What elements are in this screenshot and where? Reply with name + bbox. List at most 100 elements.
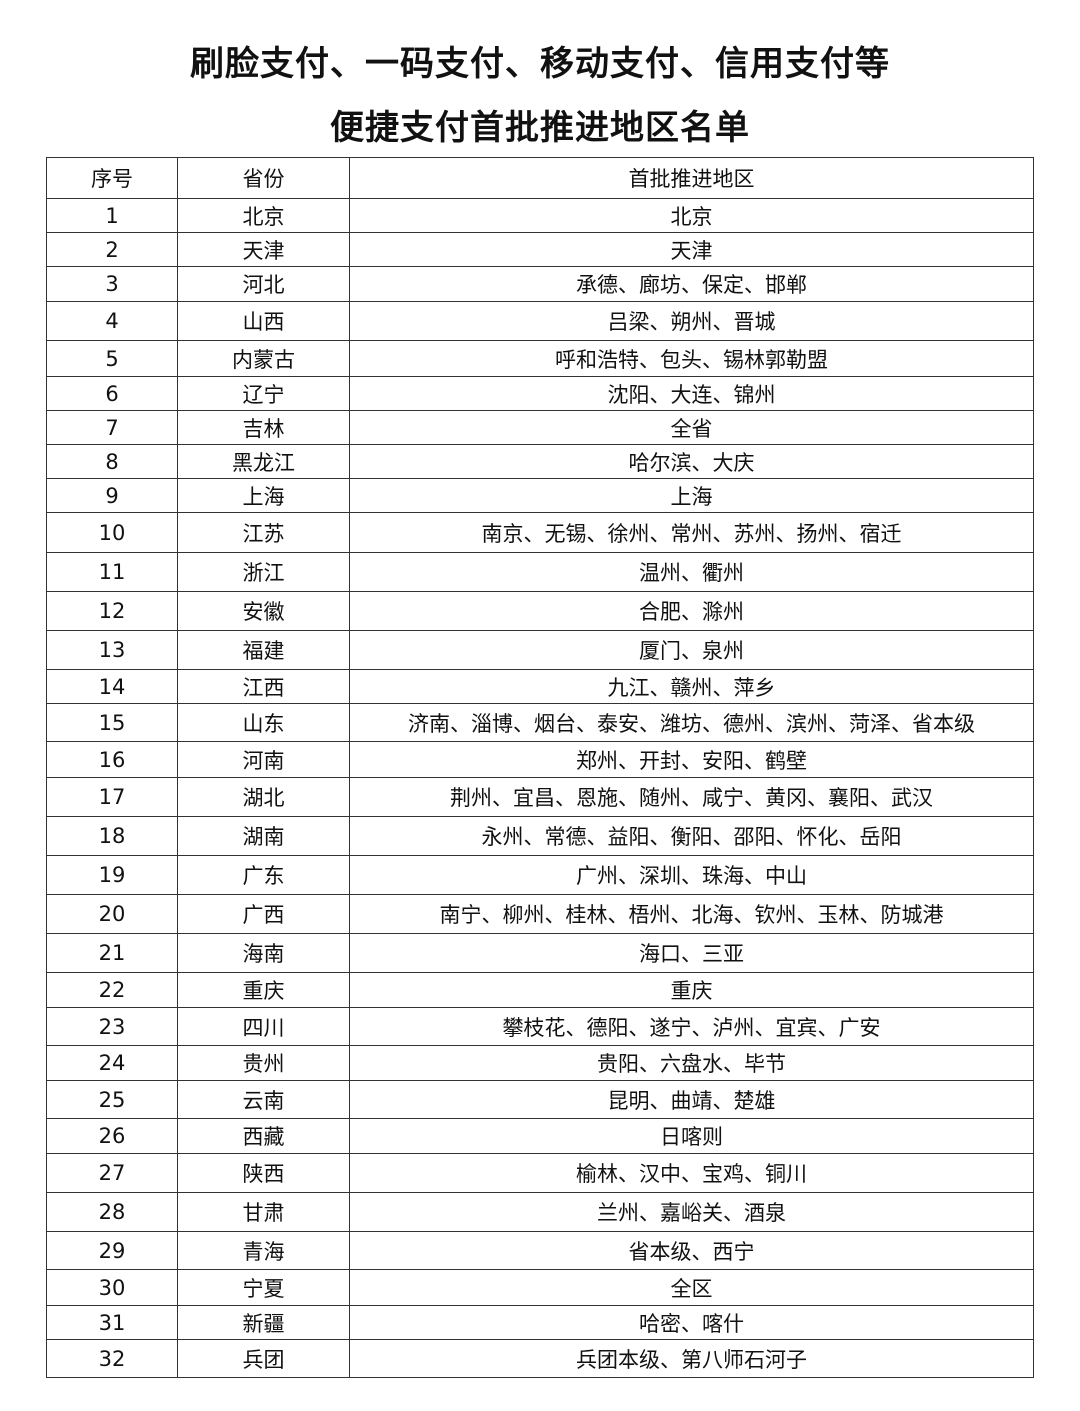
- row-province: 山东: [177, 703, 350, 742]
- row-province: 贵州: [177, 1045, 350, 1081]
- row-regions: 南京、无锡、徐州、常州、苏州、扬州、宿迁: [349, 512, 1034, 553]
- table-row: 31 新疆 哈密、喀什: [46, 1305, 1034, 1340]
- column-header-index: 序号: [46, 157, 178, 199]
- table-row: 4 山西 吕梁、朔州、晋城: [46, 301, 1034, 341]
- row-province: 河北: [177, 266, 350, 302]
- row-index: 13: [46, 630, 178, 670]
- row-province: 内蒙古: [177, 340, 350, 377]
- row-regions: 呼和浩特、包头、锡林郭勒盟: [349, 340, 1034, 377]
- row-index: 3: [46, 266, 178, 302]
- row-province: 广东: [177, 855, 350, 895]
- row-regions: 广州、深圳、珠海、中山: [349, 855, 1034, 895]
- row-index: 32: [46, 1339, 178, 1378]
- row-province: 云南: [177, 1080, 350, 1119]
- table-row: 14 江西 九江、赣州、萍乡: [46, 669, 1034, 704]
- table-row: 18 湖南 永州、常德、益阳、衡阳、邵阳、怀化、岳阳: [46, 816, 1034, 856]
- row-regions: 哈尔滨、大庆: [349, 444, 1034, 479]
- table-row: 13 福建 厦门、泉州: [46, 630, 1034, 670]
- row-province: 湖北: [177, 777, 350, 817]
- row-province: 广西: [177, 894, 350, 934]
- row-regions: 温州、衢州: [349, 552, 1034, 592]
- table-row: 22 重庆 重庆: [46, 972, 1034, 1008]
- row-index: 12: [46, 591, 178, 631]
- row-index: 20: [46, 894, 178, 934]
- row-regions: 昆明、曲靖、楚雄: [349, 1080, 1034, 1119]
- row-province: 西藏: [177, 1118, 350, 1154]
- row-regions: 攀枝花、德阳、遂宁、泸州、宜宾、广安: [349, 1007, 1034, 1046]
- row-regions: 郑州、开封、安阳、鹤壁: [349, 741, 1034, 778]
- row-regions: 省本级、西宁: [349, 1231, 1034, 1270]
- row-regions: 上海: [349, 478, 1034, 513]
- table-row: 29 青海 省本级、西宁: [46, 1231, 1034, 1270]
- row-regions: 日喀则: [349, 1118, 1034, 1154]
- row-index: 7: [46, 410, 178, 445]
- row-index: 24: [46, 1045, 178, 1081]
- row-province: 青海: [177, 1231, 350, 1270]
- row-index: 22: [46, 972, 178, 1008]
- table-row: 15 山东 济南、淄博、烟台、泰安、潍坊、德州、滨州、菏泽、省本级: [46, 703, 1034, 742]
- table-row: 32 兵团 兵团本级、第八师石河子: [46, 1339, 1034, 1378]
- row-regions: 哈密、喀什: [349, 1305, 1034, 1340]
- table-row: 28 甘肃 兰州、嘉峪关、酒泉: [46, 1192, 1034, 1232]
- row-province: 天津: [177, 232, 350, 267]
- row-province: 陕西: [177, 1153, 350, 1193]
- row-regions: 榆林、汉中、宝鸡、铜川: [349, 1153, 1034, 1193]
- row-province: 甘肃: [177, 1192, 350, 1232]
- row-regions: 厦门、泉州: [349, 630, 1034, 670]
- row-regions: 兰州、嘉峪关、酒泉: [349, 1192, 1034, 1232]
- row-province: 上海: [177, 478, 350, 513]
- table-row: 19 广东 广州、深圳、珠海、中山: [46, 855, 1034, 895]
- table-row: 26 西藏 日喀则: [46, 1118, 1034, 1154]
- table-row: 2 天津 天津: [46, 232, 1034, 267]
- table-row: 23 四川 攀枝花、德阳、遂宁、泸州、宜宾、广安: [46, 1007, 1034, 1046]
- document-title-line-2: 便捷支付首批推进地区名单: [330, 108, 750, 148]
- table-row: 9 上海 上海: [46, 478, 1034, 513]
- row-index: 11: [46, 552, 178, 592]
- row-index: 6: [46, 376, 178, 411]
- document-title-line-1: 刷脸支付、一码支付、移动支付、信用支付等: [190, 44, 890, 84]
- row-province: 河南: [177, 741, 350, 778]
- table-row: 6 辽宁 沈阳、大连、锦州: [46, 376, 1034, 411]
- table-row: 21 海南 海口、三亚: [46, 933, 1034, 973]
- row-province: 湖南: [177, 816, 350, 856]
- row-regions: 荆州、宜昌、恩施、随州、咸宁、黄冈、襄阳、武汉: [349, 777, 1034, 817]
- row-index: 1: [46, 198, 178, 233]
- row-index: 15: [46, 703, 178, 742]
- table-row: 30 宁夏 全区: [46, 1269, 1034, 1306]
- row-province: 安徽: [177, 591, 350, 631]
- table-row: 8 黑龙江 哈尔滨、大庆: [46, 444, 1034, 479]
- row-index: 16: [46, 741, 178, 778]
- row-index: 23: [46, 1007, 178, 1046]
- row-index: 17: [46, 777, 178, 817]
- table-row: 7 吉林 全省: [46, 410, 1034, 445]
- row-regions: 贵阳、六盘水、毕节: [349, 1045, 1034, 1081]
- row-index: 28: [46, 1192, 178, 1232]
- row-index: 27: [46, 1153, 178, 1193]
- row-regions: 九江、赣州、萍乡: [349, 669, 1034, 704]
- row-regions: 海口、三亚: [349, 933, 1034, 973]
- table-header-row: 序号 省份 首批推进地区: [46, 157, 1034, 199]
- row-index: 31: [46, 1305, 178, 1340]
- table-row: 3 河北 承德、廊坊、保定、邯郸: [46, 266, 1034, 302]
- table-row: 5 内蒙古 呼和浩特、包头、锡林郭勒盟: [46, 340, 1034, 377]
- row-regions: 兵团本级、第八师石河子: [349, 1339, 1034, 1378]
- table-row: 10 江苏 南京、无锡、徐州、常州、苏州、扬州、宿迁: [46, 512, 1034, 553]
- table-row: 27 陕西 榆林、汉中、宝鸡、铜川: [46, 1153, 1034, 1193]
- table-row: 16 河南 郑州、开封、安阳、鹤壁: [46, 741, 1034, 778]
- row-index: 26: [46, 1118, 178, 1154]
- table-row: 11 浙江 温州、衢州: [46, 552, 1034, 592]
- row-regions: 永州、常德、益阳、衡阳、邵阳、怀化、岳阳: [349, 816, 1034, 856]
- row-regions: 沈阳、大连、锦州: [349, 376, 1034, 411]
- table-row: 1 北京 北京: [46, 198, 1034, 233]
- row-index: 21: [46, 933, 178, 973]
- row-province: 新疆: [177, 1305, 350, 1340]
- row-index: 8: [46, 444, 178, 479]
- row-regions: 全区: [349, 1269, 1034, 1306]
- row-regions: 济南、淄博、烟台、泰安、潍坊、德州、滨州、菏泽、省本级: [349, 703, 1034, 742]
- row-index: 29: [46, 1231, 178, 1270]
- column-header-regions: 首批推进地区: [349, 157, 1034, 199]
- row-province: 江苏: [177, 512, 350, 553]
- row-regions: 承德、廊坊、保定、邯郸: [349, 266, 1034, 302]
- row-province: 兵团: [177, 1339, 350, 1378]
- row-index: 9: [46, 478, 178, 513]
